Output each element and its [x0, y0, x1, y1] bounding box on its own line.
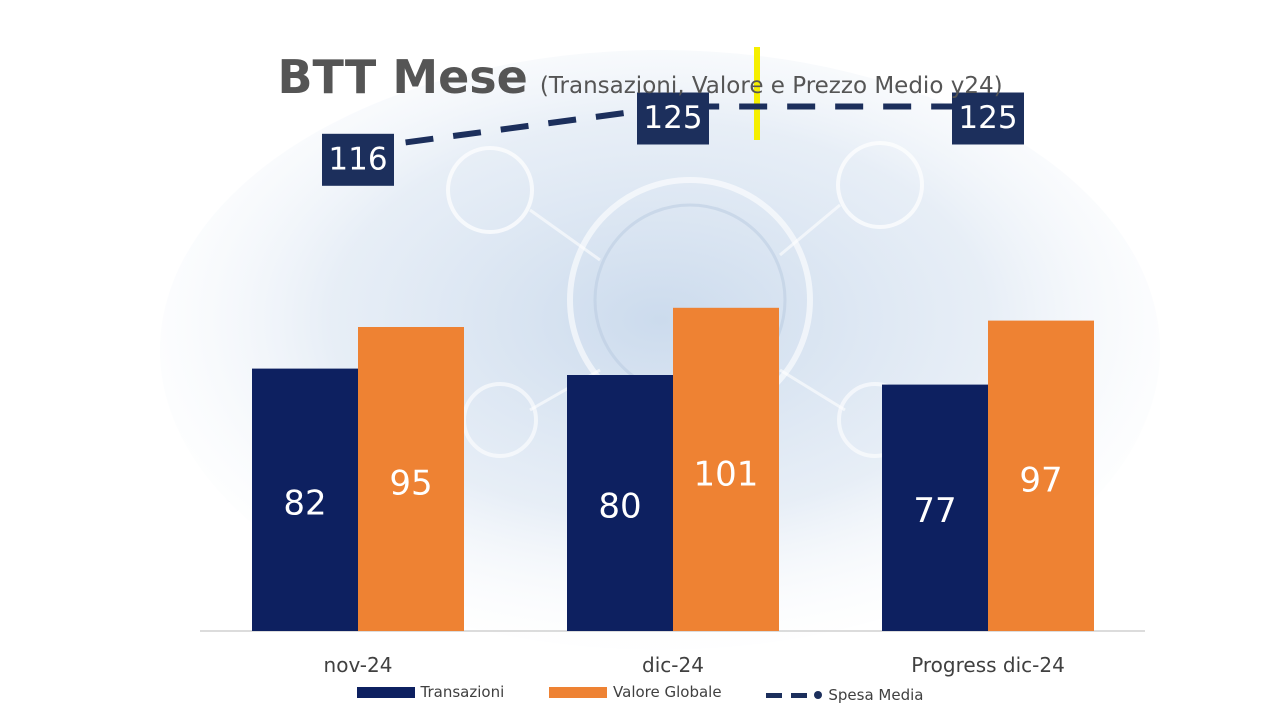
data-label-transazioni-dic-24: 80: [598, 487, 641, 527]
line-spesa-media: [357, 103, 988, 152]
data-label-valore-globale-progress-dic-24: 97: [1019, 461, 1062, 501]
chart-subtitle: (Transazioni, Valore e Prezzo Medio y24): [539, 73, 1003, 99]
legend-item-spesa-media: Spesa Media: [766, 686, 923, 704]
data-label-valore-globale-nov-24: 95: [389, 464, 432, 504]
line-label-spesa-media-dic-24: 125: [637, 92, 709, 145]
bar-valore-globale-progress-dic-24: [988, 320, 1094, 631]
line-label-spesa-media-progress-dic-24: 125: [952, 92, 1024, 145]
data-label-transazioni-progress-dic-24: 77: [913, 491, 956, 531]
legend-swatch-transazioni: [356, 686, 415, 698]
legend-swatch-spesa-media: [766, 691, 823, 699]
legend-label-spesa-media: Spesa Media: [828, 686, 924, 704]
legend-label-valore-globale: Valore Globale: [613, 683, 722, 701]
legend-swatch-valore-globale: [549, 686, 608, 698]
line-label-text-nov-24: 116: [328, 141, 387, 177]
x-tick-label-nov-24: nov-24: [324, 653, 393, 677]
x-tick-label-dic-24: dic-24: [642, 653, 704, 677]
legend-item-transazioni: Transazioni: [356, 683, 505, 701]
chart-legend: Transazioni Valore Globale Spesa Media: [0, 683, 1280, 704]
line-label-text-progress-dic-24: 125: [958, 100, 1017, 136]
bar-valore-globale-nov-24: [358, 327, 464, 631]
bar-valore-globale-dic-24: [673, 307, 779, 631]
x-tick-label-progress-dic-24: Progress dic-24: [911, 653, 1065, 677]
legend-label-transazioni: Transazioni: [420, 683, 505, 701]
bar-transazioni-dic-24: [567, 375, 673, 631]
line-label-spesa-media-nov-24: 116: [322, 133, 394, 186]
bar-transazioni-progress-dic-24: [882, 384, 988, 631]
legend-item-valore-globale: Valore Globale: [549, 683, 722, 701]
data-label-valore-globale-dic-24: 101: [694, 454, 759, 494]
bar-transazioni-nov-24: [252, 368, 358, 631]
data-label-transazioni-nov-24: 82: [283, 484, 326, 524]
chart-title: BTT Mese (Transazioni, Valore e Prezzo Me…: [0, 50, 1280, 104]
line-label-text-dic-24: 125: [643, 100, 702, 136]
chart-title-main: BTT Mese: [277, 50, 528, 104]
